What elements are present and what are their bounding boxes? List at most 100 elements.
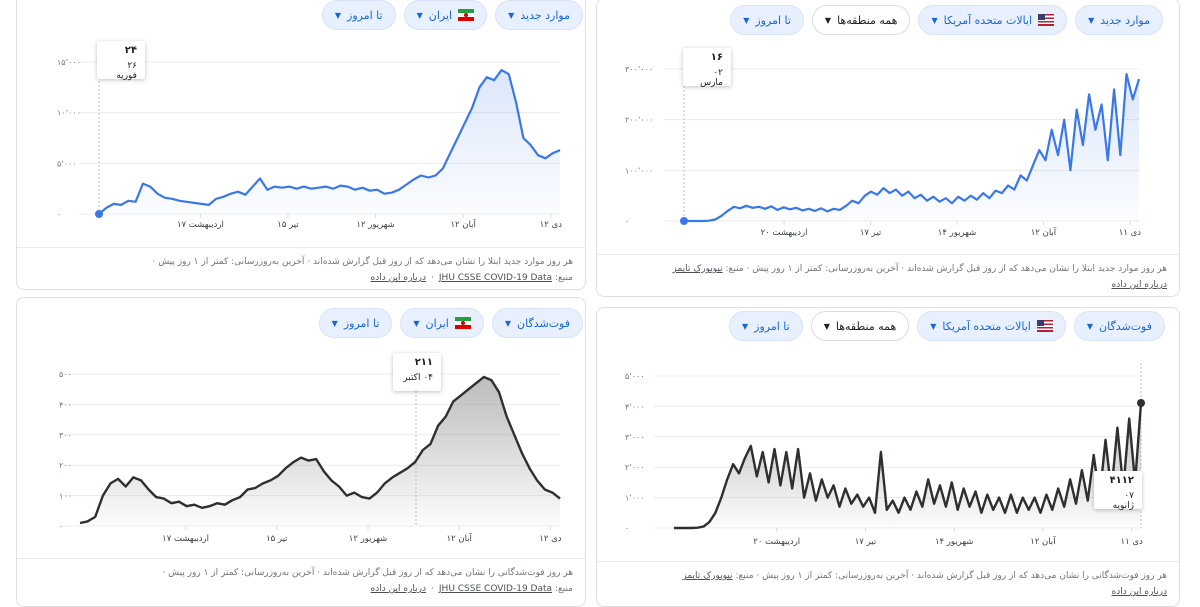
metric-chip-label: فوت‌شدگان — [517, 317, 570, 330]
region-chip[interactable]: همه منطقه‌ها ▼ — [812, 5, 911, 35]
footer-description: هر روز فوت‌شدگانی را نشان می‌دهد که از ر… — [29, 565, 573, 581]
country-chip[interactable]: ایالات متحده آمریکا ▼ — [917, 311, 1066, 341]
tooltip-value: ۲۴ — [105, 45, 137, 56]
filter-chips: موارد جدید▼ ایالات متحده آمریکا ▼ همه منط… — [730, 5, 1163, 35]
us-flag-icon — [1037, 320, 1053, 332]
source-link[interactable]: نیویورک تایمز — [672, 264, 722, 274]
hover-point — [680, 217, 688, 225]
series-area — [80, 377, 560, 526]
source-label: منبع: — [726, 264, 744, 274]
chart-tooltip: ۴۱۱۲ ۰۷ ژانویه — [1094, 471, 1142, 509]
x-tick-label: اردیبهشت ۱۷ — [162, 534, 209, 544]
range-chip-label: تا امروز — [754, 320, 790, 333]
dropdown-caret-icon: ▼ — [332, 319, 338, 328]
y-tick-label: ۳۰۰٬۰۰۰ — [625, 65, 653, 74]
x-tick-label: دی ۱۲ — [540, 220, 562, 230]
source-link[interactable]: JHU CSSE COVID-19 Data — [439, 584, 552, 594]
source-link[interactable]: JHU CSSE COVID-19 Data — [439, 273, 552, 283]
region-chip-label: همه منطقه‌ها — [836, 320, 896, 333]
country-chip[interactable]: ایالات متحده آمریکا ▼ — [918, 5, 1067, 35]
x-tick-label: تیر ۱۷ — [860, 228, 882, 238]
y-tick-label: ۰ — [625, 217, 629, 226]
range-chip[interactable]: تا امروز▼ — [729, 311, 803, 341]
metric-chip[interactable]: فوت‌شدگان ▼ — [492, 308, 583, 338]
y-tick-label: ۱۰۰٬۰۰۰ — [625, 166, 653, 175]
x-tick-label: شهریور ۱۲ — [349, 534, 387, 544]
country-chip-label: ایالات متحده آمریکا — [944, 14, 1032, 27]
y-tick-label: ۰ — [625, 524, 629, 533]
region-chip[interactable]: همه منطقه‌ها ▼ — [811, 311, 910, 341]
filter-chips: فوت‌شدگان ▼ ایران▼ تا امروز ▼ — [319, 308, 583, 338]
x-tick-label: دی ۱۱ — [1121, 537, 1143, 547]
us-flag-icon — [1038, 14, 1054, 26]
range-chip-label: تا امروز — [347, 9, 383, 22]
y-tick-label: ۵٬۰۰۰ — [57, 159, 77, 168]
range-chip[interactable]: تا امروز ▼ — [730, 5, 804, 35]
source-link[interactable]: نیویورک تایمز — [682, 571, 732, 581]
source-label: منبع: — [555, 584, 573, 594]
chart-tooltip: ۲۱۱ ۰۴ اکتبر — [393, 353, 441, 391]
about-data-link[interactable]: درباره این داده — [1112, 280, 1167, 290]
y-tick-label: ۱٬۰۰۰ — [625, 494, 645, 503]
series-area — [99, 70, 560, 214]
tooltip-date: ۰۴ اکتبر — [403, 373, 433, 383]
tooltip-date: ۰۷ ژانویه — [1113, 491, 1134, 511]
x-tick-label: آبان ۱۲ — [1031, 226, 1057, 238]
about-data-link[interactable]: درباره این داده — [371, 273, 426, 283]
tooltip-value: ۴۱۱۲ — [1102, 475, 1134, 486]
metric-chip-label: فوت‌شدگان — [1099, 320, 1152, 333]
region-chip-label: همه منطقه‌ها — [837, 14, 897, 27]
range-chip[interactable]: تا امروز ▼ — [322, 0, 396, 30]
tooltip-value: ۲۱۱ — [401, 357, 433, 368]
range-chip-label: تا امروز — [755, 14, 791, 27]
country-chip-label: ایالات متحده آمریکا — [942, 320, 1030, 333]
metric-chip[interactable]: موارد جدید▼ — [495, 0, 583, 30]
tooltip-value: ۱۶ — [691, 52, 723, 63]
country-chip[interactable]: ایران▼ — [400, 308, 483, 338]
y-tick-label: ۲۰۰ — [59, 461, 72, 470]
iran-flag-icon — [455, 317, 471, 329]
dropdown-caret-icon: ▼ — [1087, 322, 1093, 331]
tooltip-date: ۲۶ فوریه — [116, 61, 137, 81]
country-chip[interactable]: ایران▼ — [404, 0, 487, 30]
y-tick-label: ۰ — [59, 522, 63, 531]
about-data-link[interactable]: درباره این داده — [371, 584, 426, 594]
footer-description: هر روز موارد جدید ابتلا را نشان می‌دهد ک… — [29, 254, 573, 270]
dropdown-caret-icon: ▼ — [505, 319, 511, 328]
series-area — [684, 74, 1139, 221]
iran-flag-icon — [458, 9, 474, 21]
about-data-link[interactable]: درباره این داده — [1112, 587, 1167, 597]
range-chip-label: تا امروز — [344, 317, 380, 330]
dropdown-caret-icon: ▼ — [335, 11, 341, 20]
x-tick-label: اردیبهشت ۲۰ — [753, 537, 800, 547]
series-area — [674, 403, 1141, 528]
dropdown-caret-icon: ▼ — [413, 319, 419, 328]
footer-description: هر روز فوت‌شدگانی را نشان می‌دهد که از ر… — [756, 571, 1167, 581]
chart-footer: هر روز موارد جدید ابتلا را نشان می‌دهد ک… — [597, 254, 1179, 293]
metric-chip[interactable]: فوت‌شدگان ▼ — [1074, 311, 1165, 341]
x-tick-label: اردیبهشت ۲۰ — [761, 228, 808, 238]
y-tick-label: ۱۰٬۰۰۰ — [57, 109, 81, 118]
range-chip[interactable]: تا امروز ▼ — [319, 308, 393, 338]
dropdown-caret-icon: ▼ — [825, 16, 831, 25]
source-label: منبع: — [735, 571, 753, 581]
x-tick-label: شهریور ۱۴ — [938, 228, 976, 238]
y-tick-label: ۵۰۰ — [59, 370, 72, 379]
chart-tooltip: ۲۴ ۲۶ فوریه — [97, 41, 145, 79]
metric-chip[interactable]: موارد جدید▼ — [1075, 5, 1163, 35]
x-tick-label: تیر ۱۵ — [266, 534, 288, 544]
dropdown-caret-icon: ▼ — [743, 16, 749, 25]
dropdown-caret-icon: ▼ — [930, 322, 936, 331]
dropdown-caret-icon: ▼ — [1088, 16, 1094, 25]
dropdown-caret-icon: ▼ — [824, 322, 830, 331]
hover-point — [1137, 399, 1145, 407]
dropdown-caret-icon: ▼ — [931, 16, 937, 25]
source-label: منبع: — [555, 273, 573, 283]
x-tick-label: تیر ۱۷ — [855, 537, 877, 547]
chart-footer: هر روز فوت‌شدگانی را نشان می‌دهد که از ر… — [17, 558, 585, 597]
x-tick-label: دی ۱۱ — [1119, 228, 1141, 238]
